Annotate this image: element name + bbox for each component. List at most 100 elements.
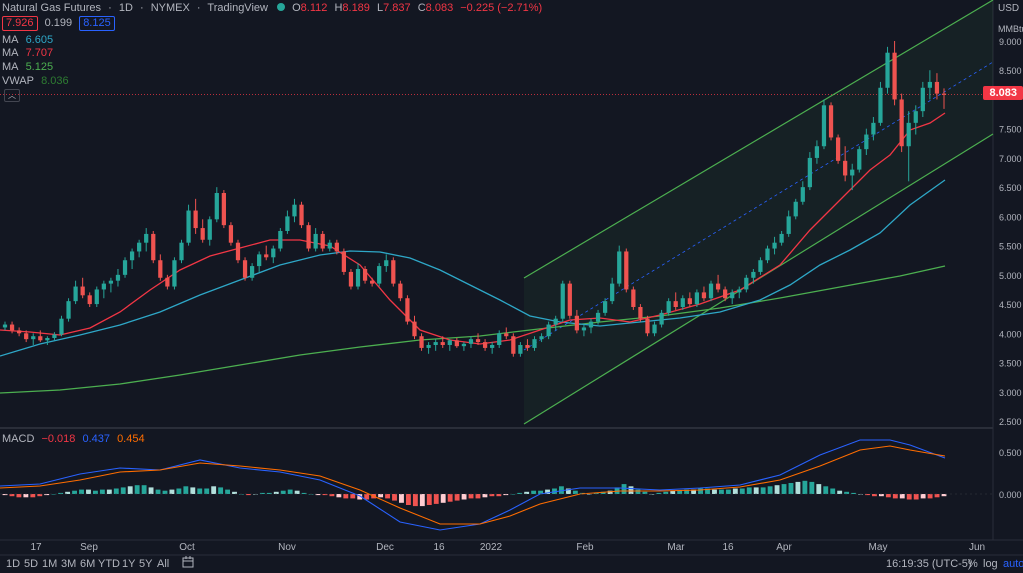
candle-body (546, 324, 551, 337)
indicator-vwap[interactable]: VWAP 8.036 (2, 75, 69, 87)
candle-body (214, 193, 219, 220)
candle-body (137, 242, 142, 252)
indicator-ma-3[interactable]: MA 5.125 (2, 61, 54, 73)
candle-body (504, 333, 509, 337)
macd-histogram-bar (482, 494, 488, 498)
macd-histogram-bar (823, 486, 829, 494)
macd-histogram-bar (162, 490, 168, 494)
macd-histogram-bar (218, 487, 224, 494)
candle-body (525, 345, 530, 348)
macd-histogram-bar (920, 494, 926, 499)
macd-histogram-bar (113, 488, 119, 494)
candle-body (207, 219, 212, 240)
exchange-label: NYMEX (150, 2, 190, 14)
candle-body (793, 201, 798, 217)
macd-histogram-bar (357, 494, 363, 500)
macd-histogram-bar (718, 489, 724, 494)
candle-body (257, 254, 262, 267)
indicator-ma-1[interactable]: MA 6.605 (2, 34, 54, 46)
candle-body (370, 280, 375, 284)
time-tick-label: 17 (30, 542, 42, 553)
candle-body (87, 295, 92, 305)
range-6m[interactable]: 6M (80, 558, 96, 570)
market-status-icon (277, 3, 286, 11)
macd-histogram-bar (851, 492, 857, 494)
macd-histogram-bar (266, 492, 272, 494)
range-3m[interactable]: 3M (61, 558, 77, 570)
goto-date-icon[interactable] (182, 556, 194, 571)
candle-body (581, 327, 587, 331)
candle-body (779, 233, 784, 243)
time-tick-label: Nov (278, 542, 296, 553)
percent-toggle[interactable]: % (968, 558, 978, 570)
macd-histogram-bar (593, 492, 599, 494)
candle-body (652, 324, 657, 334)
macd-histogram-bar (364, 494, 370, 500)
candle-body (249, 266, 255, 278)
candle-body (334, 242, 339, 252)
macd-histogram-bar (273, 491, 279, 494)
time-tick-label: Jun (969, 542, 985, 553)
macd-histogram-bar (642, 491, 648, 494)
macd-histogram-bar (552, 488, 557, 494)
range-5y[interactable]: 5Y (139, 558, 153, 570)
macd-legend[interactable]: MACD −0.018 0.437 0.454 (2, 433, 145, 445)
macd-histogram-bar (656, 492, 662, 494)
candle-body (673, 301, 678, 307)
time-tick-label: 16 (722, 542, 734, 553)
candle-body (165, 277, 170, 287)
candle-body (730, 292, 735, 299)
price-tick-label: 8.500 (999, 66, 1022, 76)
macd-histogram-bar (621, 484, 627, 494)
candle-body (751, 271, 756, 278)
candle-body (221, 193, 226, 226)
bid-button[interactable]: 7.926 (2, 16, 38, 31)
candle-body (468, 339, 474, 344)
candle-body (511, 336, 516, 354)
macd-histogram-bar (72, 490, 77, 494)
currency-label[interactable]: USD (998, 3, 1020, 14)
macd-histogram-bar (830, 488, 836, 494)
clock-label[interactable]: 16:19:35 (UTC-5) (886, 558, 972, 570)
range-1y[interactable]: 1Y (122, 558, 136, 570)
log-toggle[interactable]: log (983, 558, 998, 570)
macd-histogram-bar (746, 487, 752, 494)
macd-histogram-bar (760, 487, 766, 494)
candle-body (426, 345, 431, 348)
macd-histogram-bar (941, 494, 947, 497)
macd-histogram-bar (468, 494, 474, 499)
candle-body (454, 340, 459, 347)
range-1m[interactable]: 1M (42, 558, 58, 570)
macd-histogram-bar (294, 490, 300, 494)
spread-label: 0.199 (44, 17, 73, 29)
candle-body (362, 269, 368, 281)
ask-button[interactable]: 8.125 (79, 16, 115, 31)
macd-histogram-bar (878, 494, 884, 497)
macd-histogram-bar (65, 491, 71, 494)
interval-label[interactable]: 1D (118, 2, 133, 14)
symbol-name[interactable]: Natural Gas Futures (2, 2, 102, 14)
auto-toggle[interactable]: auto (1003, 558, 1023, 570)
macd-histogram-bar (572, 490, 578, 494)
candle-body (94, 289, 99, 305)
macd-histogram-bar (461, 494, 467, 500)
candle-body (666, 301, 671, 313)
range-all[interactable]: All (157, 558, 170, 570)
macd-histogram-bar (412, 494, 418, 507)
collapse-legend-button[interactable]: ︿ (4, 89, 20, 102)
range-1d[interactable]: 1D (6, 558, 21, 570)
time-tick-label: Sep (80, 542, 98, 553)
range-5d[interactable]: 5D (24, 558, 39, 570)
macd-histogram-bar (211, 486, 217, 494)
macd-tick-label: 0.500 (999, 448, 1022, 458)
macd-histogram-bar (767, 486, 773, 494)
candle-body (694, 292, 700, 305)
macd-histogram-bar (753, 487, 759, 494)
macd-histogram-bar (774, 485, 780, 494)
macd-histogram-bar (809, 481, 815, 494)
candle-body (348, 271, 354, 287)
range-ytd[interactable]: YTD (98, 558, 120, 570)
indicator-ma-2[interactable]: MA 7.707 (2, 47, 54, 59)
candle-body (377, 266, 382, 284)
